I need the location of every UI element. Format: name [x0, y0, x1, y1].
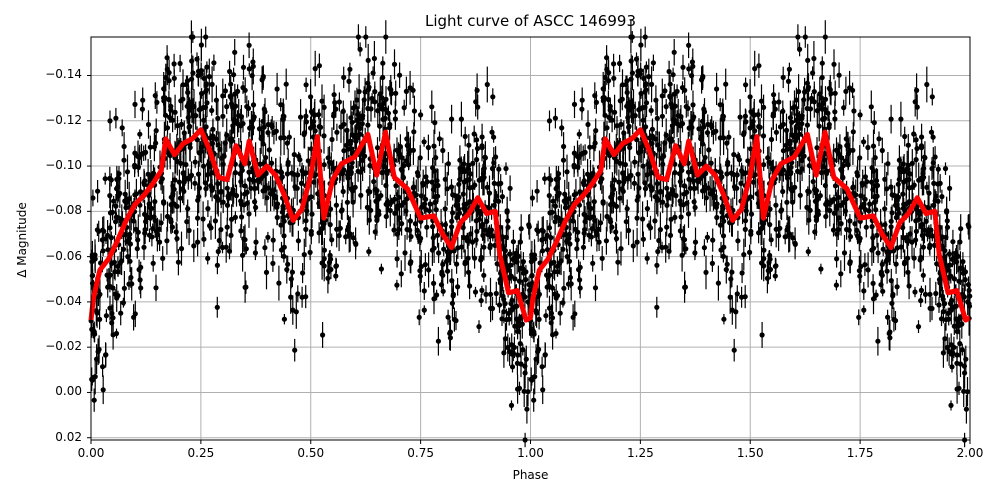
y-tick-label: −0.06 — [45, 248, 82, 263]
x-tick-label: 0.75 — [407, 446, 434, 460]
binned-mean-curve — [88, 127, 972, 323]
axis-ticks — [87, 74, 971, 444]
y-tick-label: −0.02 — [45, 339, 82, 354]
y-tick-label: −0.10 — [45, 158, 82, 173]
x-tick-label: 1.75 — [846, 446, 874, 460]
x-tick-label: 2.00 — [956, 446, 984, 460]
x-axis-label: Phase — [512, 468, 549, 482]
chart-title: Light curve of ASCC 146993 — [425, 12, 636, 30]
y-tick-label: 0.00 — [55, 384, 82, 399]
y-tick-label: −0.14 — [45, 67, 82, 82]
x-tick-label: 1.50 — [736, 446, 764, 460]
y-tick-label: −0.12 — [45, 112, 82, 127]
x-tick-label: 0.50 — [297, 446, 325, 460]
y-axis-label: Δ Magnitude — [15, 202, 29, 278]
x-tick-label: 1.00 — [517, 446, 544, 460]
y-tick-label: −0.04 — [45, 293, 82, 308]
x-tick-label: 1.25 — [627, 446, 654, 460]
x-tick-label: 0.00 — [77, 446, 105, 460]
y-tick-label: −0.08 — [45, 203, 82, 218]
y-tick-label: 0.02 — [55, 429, 82, 444]
x-tick-label: 0.25 — [187, 446, 215, 460]
